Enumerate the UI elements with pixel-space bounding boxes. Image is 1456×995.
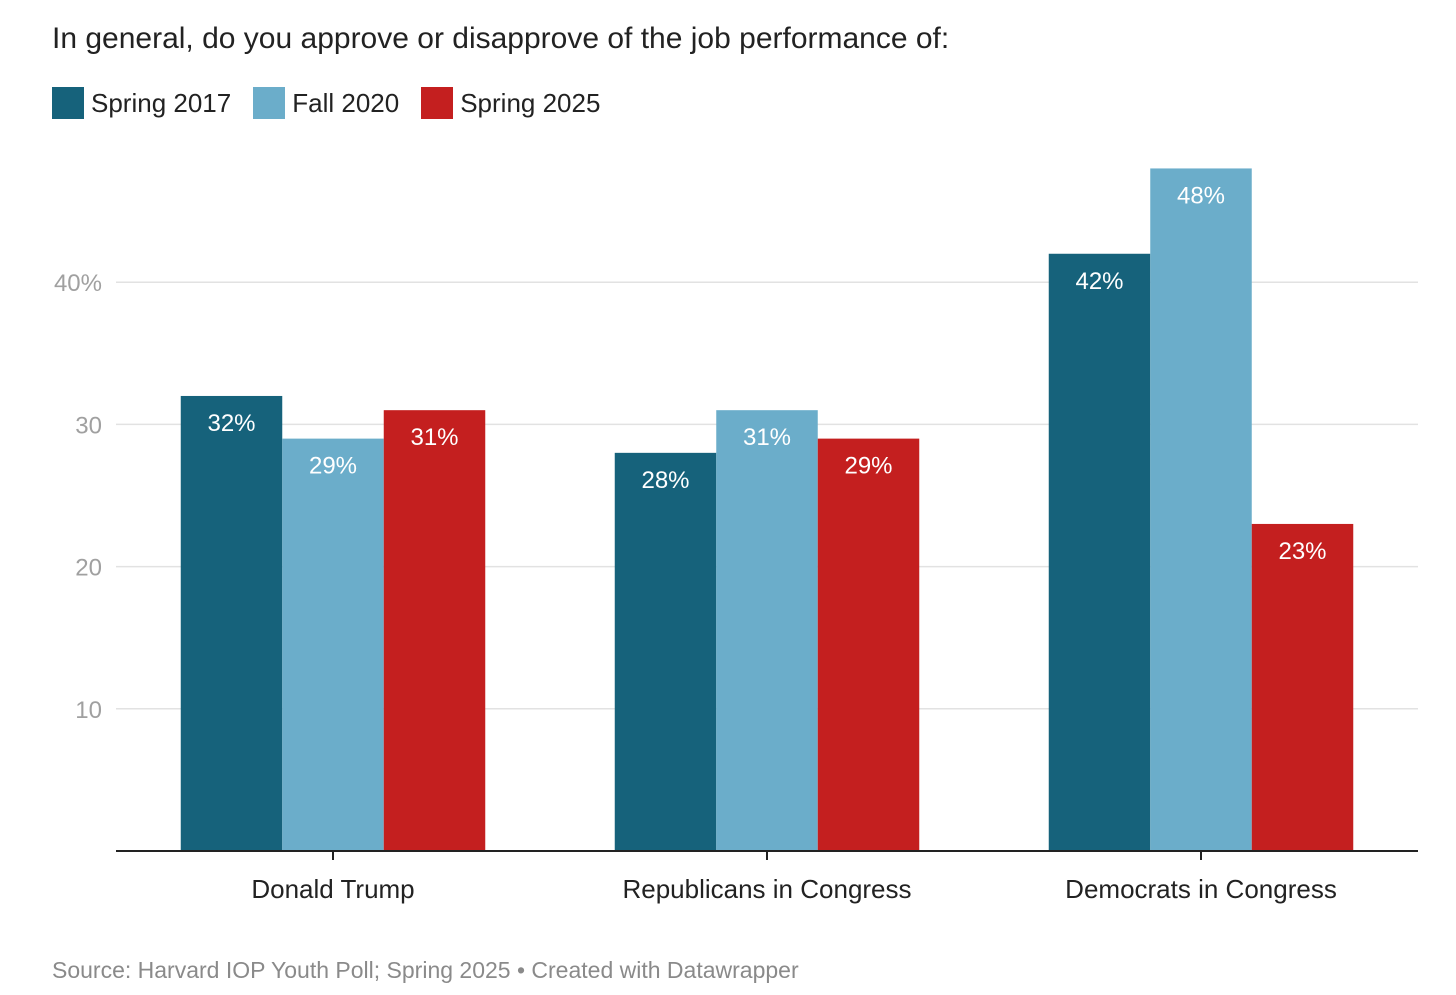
bar-donald-trump-fall-2020 <box>282 438 384 851</box>
legend-label-fall-2020: Fall 2020 <box>292 87 400 118</box>
bar-republicans-in-congress-spring-2025 <box>817 438 920 851</box>
y-tick-label-20: 20 <box>75 555 102 582</box>
legend-label-spring-2017: Spring 2017 <box>91 87 232 118</box>
bar-label-democrats-in-congress-spring-2025: 23% <box>1278 538 1326 565</box>
y-tick-label-40: 40% <box>54 270 102 297</box>
legend-swatch-spring-2025 <box>421 87 454 119</box>
legend-item-spring-2025: Spring 2025 <box>421 87 600 119</box>
bar-label-donald-trump-spring-2017: 32% <box>207 410 255 437</box>
y-tick-label-10: 10 <box>75 697 102 724</box>
x-tick-label-donald-trump: Donald Trump <box>251 874 414 904</box>
x-tick-label-democrats-in-congress: Democrats in Congress <box>1065 874 1337 904</box>
bar-donald-trump-spring-2017 <box>180 395 283 851</box>
legend-swatch-fall-2020 <box>253 87 286 119</box>
y-tick-label-30: 30 <box>75 412 102 439</box>
bar-democrats-in-congress-spring-2017 <box>1048 253 1151 851</box>
bar-label-republicans-in-congress-spring-2017: 28% <box>641 467 689 494</box>
bar-label-donald-trump-spring-2025: 31% <box>410 424 458 451</box>
bar-label-donald-trump-fall-2020: 29% <box>309 453 357 480</box>
x-tick-label-republicans-in-congress: Republicans in Congress <box>622 874 911 904</box>
bar-democrats-in-congress-fall-2020 <box>1150 168 1252 851</box>
bar-republicans-in-congress-fall-2020 <box>716 410 818 851</box>
source-note: Source: Harvard IOP Youth Poll; Spring 2… <box>52 957 799 983</box>
bar-label-democrats-in-congress-spring-2017: 42% <box>1075 268 1123 295</box>
bar-democrats-in-congress-spring-2025 <box>1251 523 1354 851</box>
bar-donald-trump-spring-2025 <box>383 410 486 851</box>
legend-swatch-spring-2017 <box>52 87 84 119</box>
bar-label-republicans-in-congress-fall-2020: 31% <box>743 424 791 451</box>
chart-title: In general, do you approve or disapprove… <box>52 22 950 55</box>
legend-item-spring-2017: Spring 2017 <box>52 87 231 119</box>
bar-label-democrats-in-congress-fall-2020: 48% <box>1177 182 1225 209</box>
bar-label-republicans-in-congress-spring-2025: 29% <box>844 453 892 480</box>
bar-republicans-in-congress-spring-2017 <box>614 452 717 851</box>
legend-item-fall-2020: Fall 2020 <box>253 87 399 119</box>
chart-legend: Spring 2017 Fall 2020 Spring 2025 <box>52 86 622 120</box>
legend-label-spring-2025: Spring 2025 <box>460 87 601 118</box>
